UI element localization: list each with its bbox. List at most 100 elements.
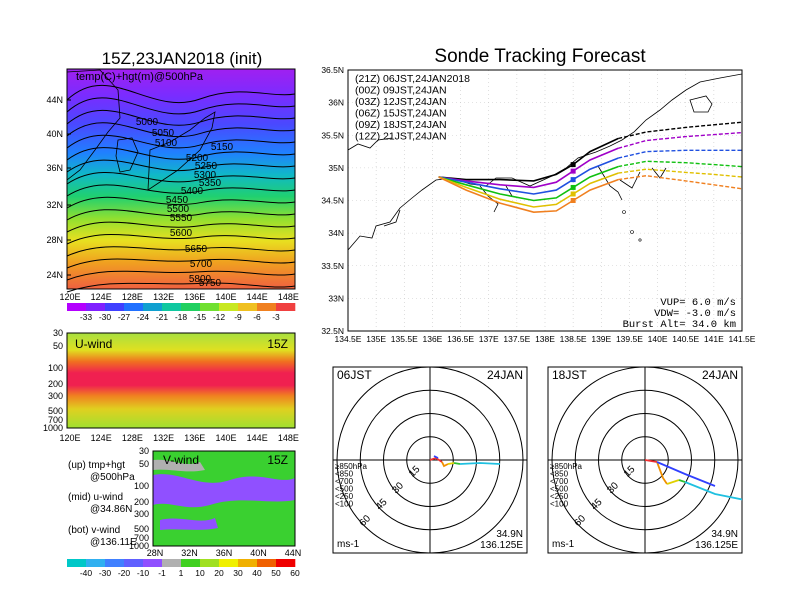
- hodograph-date: 24JAN: [487, 368, 523, 382]
- burst-marker: [570, 168, 576, 174]
- island: [638, 238, 642, 242]
- level-legend-entry: ≥850hPa: [335, 462, 368, 471]
- colorbar-swatch: [238, 303, 258, 311]
- contour-label: 5800: [189, 274, 212, 285]
- burst-marker: [570, 198, 576, 203]
- lon-tick-label: 120E: [59, 433, 80, 443]
- note-text: @34.86N: [90, 504, 132, 515]
- vwind-negative-region-low: [160, 518, 218, 530]
- level-legend-entry: <100: [550, 500, 569, 509]
- contour-label: 5200: [186, 153, 209, 164]
- lon-tick-label: 140E: [215, 292, 236, 302]
- hodograph-lat: 34.9N: [496, 529, 523, 540]
- contour-label: 5350: [199, 178, 222, 189]
- contour-label: 5550: [170, 213, 193, 224]
- level-legend-entry: <850: [335, 470, 354, 479]
- vwind-time: 15Z: [267, 453, 288, 467]
- colorbar-label: 40: [252, 568, 262, 578]
- note-text: (mid) u-wind: [68, 492, 123, 503]
- colorbar-swatch: [143, 559, 163, 567]
- coastline-mainland: [66, 69, 121, 181]
- hodograph-trace: [656, 461, 668, 485]
- lat-tick-label: 33.5N: [321, 261, 344, 271]
- lon-tick-label: 124E: [91, 433, 112, 443]
- contour-label: 5400: [181, 186, 204, 197]
- lon-tick-label: 120E: [59, 292, 80, 302]
- hodograph-time: 18JST: [552, 368, 587, 382]
- uwind-time: 15Z: [267, 337, 288, 351]
- contour-label: 5650: [185, 244, 208, 255]
- colorbar-swatch: [257, 303, 277, 311]
- colorbar-label: -27: [118, 312, 131, 322]
- level-legend-entry: <700: [550, 477, 569, 486]
- hodograph-trace: [447, 462, 455, 465]
- colorbar-swatch: [181, 559, 201, 567]
- contour-line: [66, 109, 296, 126]
- colorbar-swatch: [162, 559, 182, 567]
- colorbar-label: -12: [213, 312, 226, 322]
- burst-marker: [570, 177, 576, 183]
- colorbar-label: -20: [118, 568, 131, 578]
- hodograph-trace: [666, 479, 680, 485]
- colorbar-label: -21: [156, 312, 169, 322]
- contour-label: 5600: [170, 228, 193, 239]
- colorbar-swatch: [143, 303, 163, 311]
- colorbar-swatch: [181, 303, 201, 311]
- contour-line: [66, 258, 296, 269]
- colorbar-label: -15: [194, 312, 207, 322]
- track-line: [438, 157, 619, 195]
- level-legend-entry: <500: [550, 485, 569, 494]
- pressure-tick-label: 500: [134, 524, 149, 534]
- legend-entry: (21Z) 06JST,24JAN2018: [355, 73, 470, 85]
- lon-tick-label: 138E: [535, 334, 555, 344]
- lat-tick-label: 34.5N: [321, 196, 344, 206]
- colorbar-swatch: [257, 559, 277, 567]
- hodograph-trace: [684, 481, 742, 501]
- level-legend-entry: ≥850hPa: [550, 462, 583, 471]
- lat-tick-label: 32N: [181, 548, 198, 558]
- lat-tick-label: 32.5N: [321, 326, 344, 336]
- lat-tick-label: 28N: [46, 235, 63, 245]
- lat-tick-label: 24N: [46, 270, 63, 280]
- lon-tick-label: 140.5E: [672, 334, 699, 344]
- contour-label: 5450: [166, 195, 189, 206]
- note-text: @500hPa: [90, 472, 135, 483]
- coastline-north: [348, 137, 393, 151]
- pressure-tick-label: 500: [48, 406, 63, 416]
- contour-line: [66, 270, 296, 281]
- pressure-tick-label: 30: [139, 446, 149, 456]
- track-line: [438, 172, 619, 208]
- pressure-tick-label: 1000: [129, 541, 149, 551]
- colorbar-swatch: [67, 559, 87, 567]
- colorbar-swatch: [219, 559, 239, 567]
- contour-line: [66, 134, 296, 149]
- left-panel-title: 15Z,23JAN2018 (init): [102, 49, 263, 68]
- pressure-tick-label: 50: [139, 459, 149, 469]
- note-text: (bot) v-wind: [68, 525, 120, 536]
- pressure-tick-label: 100: [48, 363, 63, 373]
- lon-tick-label: 136E: [184, 292, 205, 302]
- contour-line: [66, 209, 296, 221]
- colorbar-swatch: [200, 559, 220, 567]
- lon-tick-label: 136.5E: [447, 334, 474, 344]
- hodograph-lon: 136.125E: [695, 540, 738, 551]
- contour-label: 5250: [195, 161, 218, 172]
- lon-tick-label: 139.5E: [616, 334, 643, 344]
- hodograph-trace: [453, 462, 461, 465]
- hodograph-trace: [433, 455, 439, 459]
- lon-tick-label: 139E: [591, 334, 611, 344]
- colorbar-label: -10: [137, 568, 150, 578]
- hodograph-unit: ms-1: [337, 539, 360, 550]
- colorbar-label: 10: [195, 568, 205, 578]
- lat-tick-label: 28N: [147, 548, 164, 558]
- tracking-map: (21Z) 06JST,24JAN2018(00Z) 09JST,24JAN(0…: [321, 65, 755, 344]
- colorbar-swatch: [200, 303, 220, 311]
- tracking-title: Sonde Tracking Forecast: [434, 46, 646, 67]
- island: [622, 210, 626, 214]
- contour-line: [66, 221, 296, 233]
- colorbar-label: -9: [234, 312, 242, 322]
- level-legend-entry: <250: [335, 492, 354, 501]
- contour-label: 5150: [211, 142, 234, 153]
- burst-marker: [570, 184, 576, 190]
